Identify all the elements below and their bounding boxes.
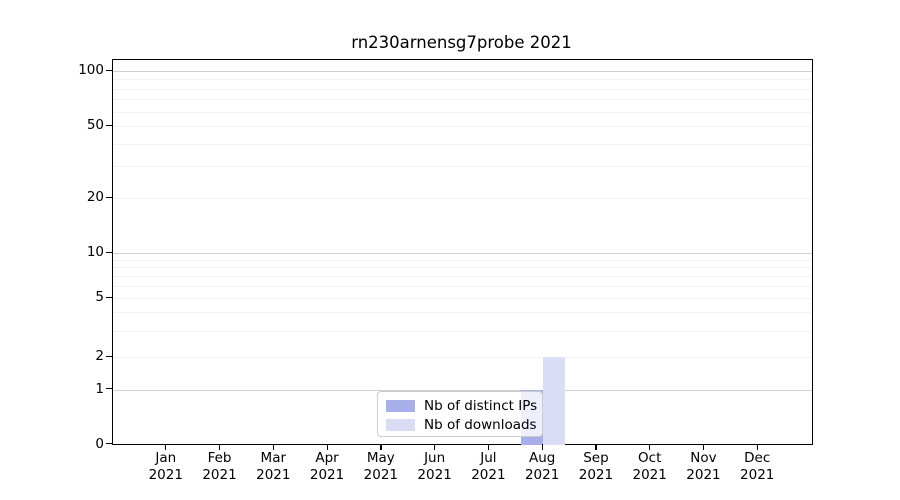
gridline-minor xyxy=(113,286,812,288)
x-tick-month: Oct xyxy=(638,450,662,466)
x-tick-year: 2021 xyxy=(309,466,345,483)
x-tick-month: Nov xyxy=(690,450,717,466)
x-tick-year: 2021 xyxy=(148,466,183,483)
y-tick-label: 0 xyxy=(95,435,104,452)
x-tick-year: 2021 xyxy=(686,466,721,483)
x-tick-month: Sep xyxy=(583,450,609,466)
x-tick-month: Dec xyxy=(744,450,771,466)
legend: Nb of distinct IPs Nb of downloads xyxy=(377,391,543,437)
gridline-minor xyxy=(113,259,812,261)
x-tick-mark xyxy=(541,444,543,450)
gridline-minor xyxy=(113,88,812,90)
x-tick-label: Sep 2021 xyxy=(561,450,631,483)
x-tick-year: 2021 xyxy=(417,466,452,483)
gridline-minor xyxy=(113,198,812,199)
gridline-minor xyxy=(113,267,812,269)
y-tick-mark xyxy=(106,124,112,126)
x-tick-mark xyxy=(165,444,167,450)
x-tick-month: May xyxy=(366,450,395,466)
x-tick-month: Apr xyxy=(315,450,339,466)
plot-area xyxy=(112,59,813,445)
gridline-minor xyxy=(113,126,812,127)
legend-swatch-distinct-ips xyxy=(386,400,415,412)
x-tick-mark xyxy=(756,444,758,450)
x-tick-mark xyxy=(380,444,382,450)
y-tick-mark xyxy=(106,196,112,198)
gridline-minor xyxy=(113,330,812,332)
y-tick-label: 20 xyxy=(86,189,104,205)
x-tick-label: Dec 2021 xyxy=(722,450,792,483)
gridline-minor xyxy=(113,312,812,314)
x-tick-label: Feb 2021 xyxy=(185,450,255,483)
y-tick-label: 100 xyxy=(78,62,104,78)
x-tick-label: May 2021 xyxy=(346,450,416,483)
y-tick-mark xyxy=(106,443,112,445)
y-tick-mark xyxy=(106,355,112,357)
x-tick-year: 2021 xyxy=(524,466,560,483)
x-tick-year: 2021 xyxy=(363,466,399,483)
x-tick-mark xyxy=(219,444,221,450)
legend-item-downloads: Nb of downloads xyxy=(386,416,537,434)
legend-swatch-downloads xyxy=(386,419,415,431)
x-tick-label: Aug 2021 xyxy=(507,450,577,483)
chart-title: rn230arnensg7probe 2021 xyxy=(351,33,572,52)
x-tick-year: 2021 xyxy=(578,466,614,483)
x-tick-month: Jul xyxy=(480,450,497,466)
x-tick-label: Nov 2021 xyxy=(668,450,738,483)
x-tick-mark xyxy=(326,444,328,450)
gridline-minor xyxy=(113,111,812,113)
gridline-minor xyxy=(113,276,812,278)
x-tick-mark xyxy=(487,444,490,450)
x-tick-label: Oct 2021 xyxy=(615,450,685,483)
x-tick-mark xyxy=(595,444,597,450)
x-tick-mark xyxy=(702,444,705,450)
legend-label-downloads: Nb of downloads xyxy=(424,417,537,433)
x-tick-year: 2021 xyxy=(256,466,291,483)
x-tick-month: Aug xyxy=(528,450,556,466)
x-tick-month: Jan xyxy=(155,450,177,466)
x-tick-label: Mar 2021 xyxy=(238,450,308,483)
legend-label-distinct-ips: Nb of distinct IPs xyxy=(424,398,538,414)
x-tick-year: 2021 xyxy=(202,466,237,483)
gridline-minor xyxy=(113,298,812,299)
y-tick-label: 1 xyxy=(95,380,104,397)
y-tick-label: 2 xyxy=(95,348,104,364)
x-tick-year: 2021 xyxy=(471,466,506,483)
x-tick-year: 2021 xyxy=(632,466,667,483)
x-tick-month: Mar xyxy=(260,450,287,466)
x-tick-label: Jun 2021 xyxy=(400,450,470,483)
gridline-minor xyxy=(113,166,812,168)
x-tick-mark xyxy=(272,444,274,450)
gridline-minor xyxy=(113,99,812,101)
gridline-major xyxy=(113,71,812,72)
x-tick-month: Jun xyxy=(424,450,446,466)
legend-item-distinct-ips: Nb of distinct IPs xyxy=(386,397,538,415)
y-tick-mark xyxy=(106,296,112,298)
y-tick-label: 50 xyxy=(86,117,104,133)
x-tick-month: Feb xyxy=(207,450,232,466)
gridline-major xyxy=(113,389,812,391)
y-tick-mark xyxy=(106,388,112,390)
x-tick-mark xyxy=(434,444,436,450)
x-tick-label: Jan 2021 xyxy=(131,450,201,483)
bar-downloads xyxy=(543,357,565,445)
y-tick-mark xyxy=(106,251,112,253)
gridline-minor xyxy=(113,357,812,358)
gridline-minor xyxy=(113,143,812,145)
x-tick-mark xyxy=(649,444,651,450)
y-tick-mark xyxy=(106,69,112,71)
gridline-minor xyxy=(113,79,812,81)
gridline-major xyxy=(113,253,812,254)
x-tick-label: Jul 2021 xyxy=(453,450,523,483)
x-tick-year: 2021 xyxy=(740,466,775,483)
y-tick-label: 5 xyxy=(95,289,104,305)
y-tick-label: 10 xyxy=(86,244,104,260)
x-tick-label: Apr 2021 xyxy=(292,450,362,483)
